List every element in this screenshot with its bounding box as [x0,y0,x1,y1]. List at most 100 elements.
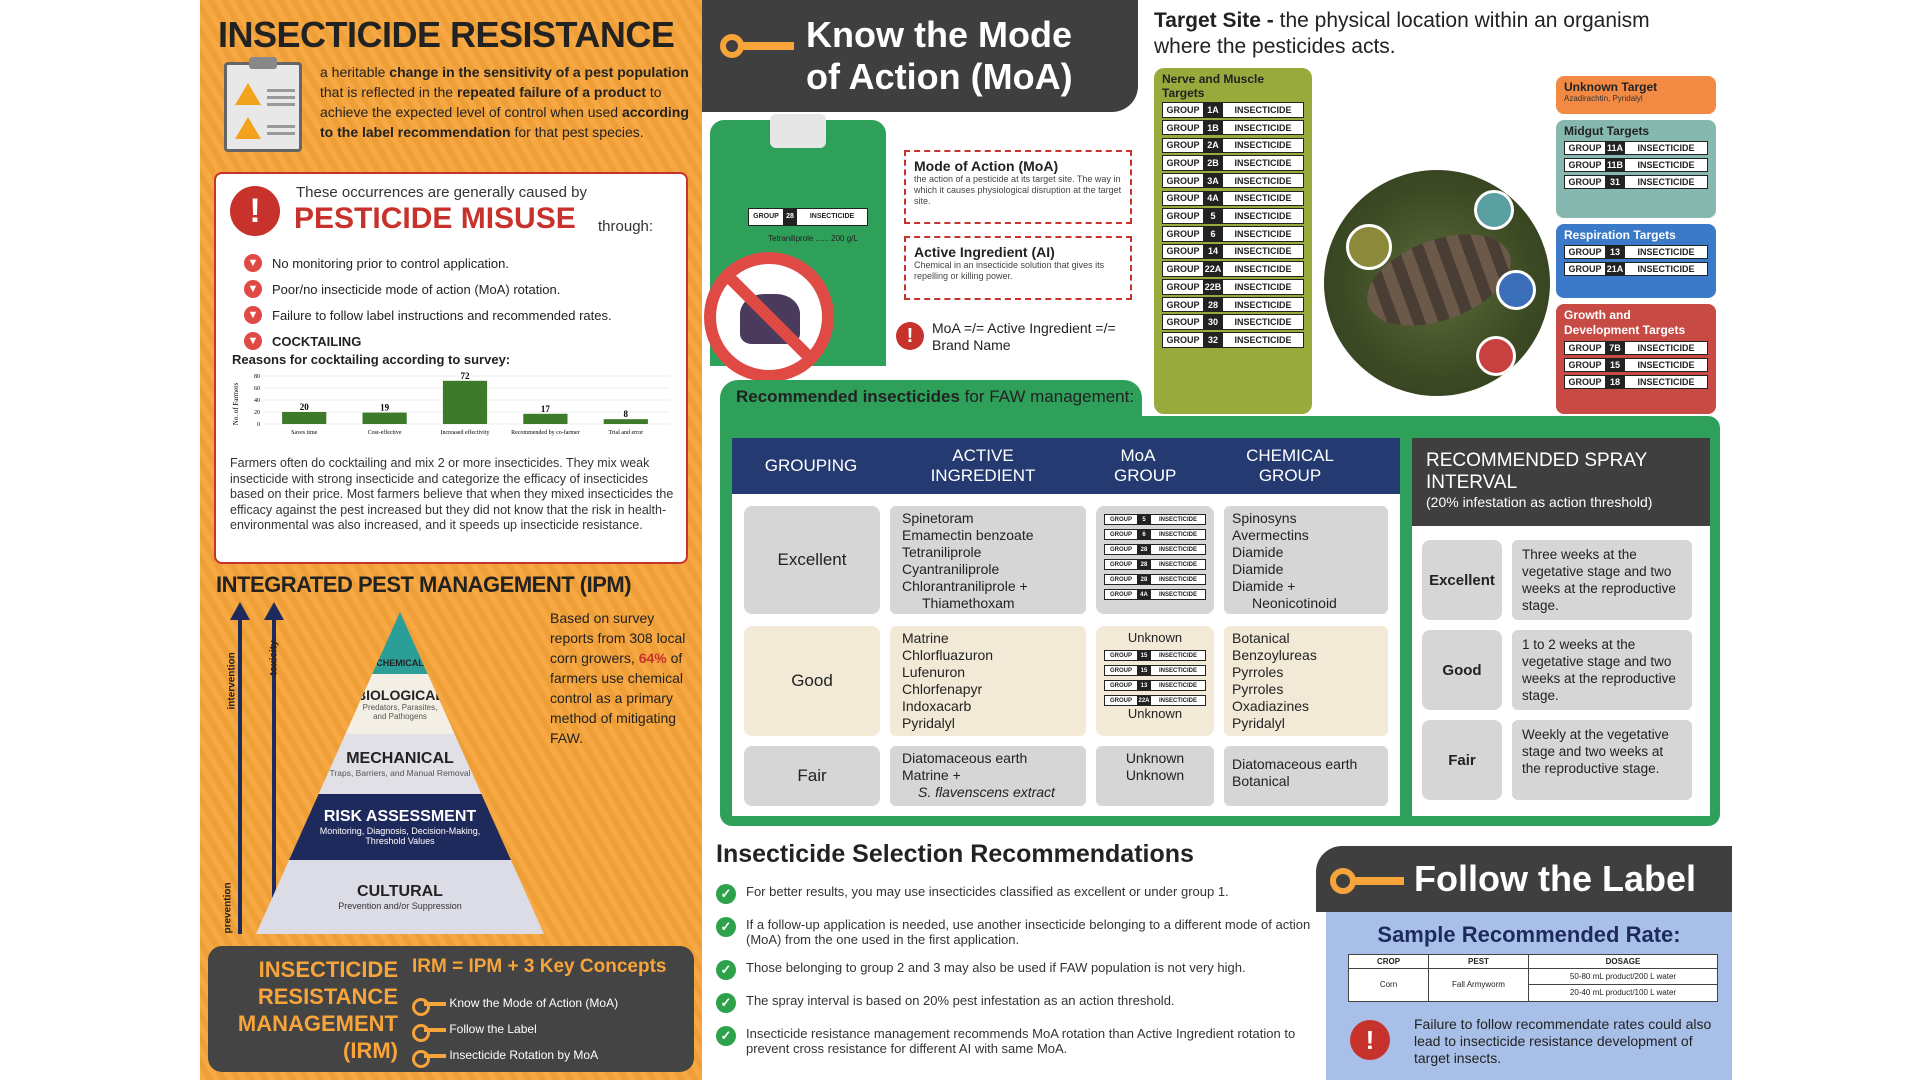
spray-text-excellent: Three weeks at the vegetative stage and … [1512,540,1692,620]
group-badge: GROUP 14 INSECTICIDE [1162,243,1304,260]
clipboard-icon [224,57,302,152]
moa-unknown: Unknown [1127,630,1183,645]
grade-fair: Fair [744,746,880,806]
y-tick-label: 60 [254,386,260,392]
chem-fair: Diatomaceous earth Botanical [1224,746,1388,806]
moa-group-badge: GROUP 6 INSECTICIDE [1104,529,1206,540]
group-badge: GROUP 4A INSECTICIDE [1162,190,1304,207]
group-badge: GROUP 3A INSECTICIDE [1162,172,1304,189]
spray-grade-excellent: Excellent [1422,540,1502,620]
x-tick-label: Recommended by co-farmer [511,429,580,436]
col-active-ingredient: ACTIVE INGREDIENT [930,446,1036,485]
bar [603,419,648,424]
x-tick-label: Cost-effective [368,429,402,436]
survey-title: Reasons for cocktailing according to sur… [232,352,511,367]
misuse-card: ! These occurrences are generally caused… [214,172,688,564]
moa-group-badge: GROUP 4A INSECTICIDE [1104,589,1206,600]
caterpillar-image [1324,170,1550,396]
bar-value-label: 8 [624,409,629,419]
respiration-icon [1496,270,1536,310]
irm-box: INSECTICIDE RESISTANCE MANAGEMENT (IRM) … [208,946,694,1072]
no-pest-icon [704,252,834,382]
ir-definition: a heritable change in the sensitivity of… [320,64,689,140]
group-badge: GROUP 1B INSECTICIDE [1162,119,1304,136]
unknown-target-box: Unknown Target Azadirachtin, Pyridalyl [1556,76,1716,114]
y-tick-label: 80 [254,374,260,380]
selection-item: ✓ If a follow-up application is needed, u… [716,917,1316,947]
moa-definition-box: Mode of Action (MoA) the action of a pes… [904,150,1132,224]
toxicity-arrow [264,602,284,934]
ai-excellent: Spinetoram Emamectin benzoate Tetranilipro… [890,506,1086,614]
check-icon: ✓ [716,960,736,980]
growth-targets-box: Growth and Development Targets GROUP 7B IN… [1556,304,1716,414]
ipm-survey-text: Based on survey reports from 308 local c… [550,610,686,746]
col-moa-group: MoA GROUP [1114,446,1177,485]
spray-title: RECOMMENDED SPRAY INTERVAL [1426,450,1647,493]
key-icon [412,997,446,1016]
spray-interval-table: RECOMMENDED SPRAY INTERVAL (20% infestat… [1412,438,1710,816]
group-badge: GROUP 11A INSECTICIDE [1564,141,1708,155]
misuse-item: ▼ Poor/no insecticide mode of action (MoA… [244,280,686,298]
chem-excellent: Spinosyns Avermectins Diamide Diamide Diamid… [1224,506,1388,614]
check-icon: ✓ [716,884,736,904]
thumbs-down-icon: ▼ [244,306,262,324]
misuse-item: ▼ COCKTAILING [244,332,686,350]
ai-definition-box: Active Ingredient (AI) Chemical in an in… [904,236,1132,300]
group-badge: GROUP 6 INSECTICIDE [1162,226,1304,242]
y-axis-label: No. of Farmers [232,382,240,425]
ipm-title: INTEGRATED PEST MANAGEMENT (IPM) [216,572,632,597]
spray-grade-fair: Fair [1422,720,1502,800]
ir-title: INSECTICIDE RESISTANCE [218,14,675,55]
moa-group-badge: GROUP 13 INSECTICIDE [1104,680,1206,691]
irm-item: Follow the Label [412,1016,618,1042]
moa-unknown: Unknown [1127,706,1183,721]
irm-equation: IRM = IPM + 3 Key Concepts [412,956,667,977]
group-badge: GROUP 32 INSECTICIDE [1162,332,1304,348]
label-panel: Sample Recommended Rate: CROP PEST DOSAG… [1326,912,1732,1080]
midgut-icon [1474,190,1514,230]
group-badge: GROUP 2B INSECTICIDE [1162,155,1304,171]
misuse-item: ▼ Failure to follow label instructions an… [244,306,686,324]
rate-title: Sample Recommended Rate: [1377,922,1681,947]
moa-note: MoA =/= Active Ingredient =/= Brand Name [932,320,1116,353]
group-badge: GROUP 31 INSECTICIDE [1564,175,1708,189]
check-icon: ✓ [716,993,736,1013]
misuse-through: through: [598,218,654,235]
insecticide-bottle: GROUP 28 INSECTICIDE Tetraniliprole ....… [704,114,886,382]
nerve-icon [1346,224,1392,270]
prevention-label: prevention [222,882,234,934]
left-panel: INSECTICIDE RESISTANCE a heritable chang… [200,0,702,1080]
pyramid-cultural: CULTURAL Prevention and/or Suppression [256,860,544,934]
alert-icon: ! [1350,1020,1390,1060]
midgut-targets-box: Midgut Targets GROUP 11A INSECTICIDE GROUP 1… [1556,120,1716,218]
spray-text-fair: Weekly at the vegetative stage and two w… [1512,720,1692,800]
moa-group-badge: GROUP 28 INSECTICIDE [1104,544,1206,555]
moa-group-badge: GROUP 5 INSECTICIDE [1104,514,1206,525]
spray-text-good: 1 to 2 weeks at the vegetative stage and… [1512,630,1692,710]
moa-fair: Unknown Unknown [1096,746,1214,806]
pyramid-mechanical: MECHANICAL Traps, Barriers, and Manual R… [256,734,544,794]
bar-value-label: 20 [300,402,310,412]
bar-value-label: 72 [461,372,471,381]
col-grouping: GROUPING [764,456,858,475]
x-tick-label: Increased effectivity [440,429,489,436]
key-icon [412,1049,446,1068]
group-badge: GROUP 13 INSECTICIDE [1564,245,1708,259]
grade-excellent: Excellent [744,506,880,614]
key-icon [720,34,794,58]
group-badge: GROUP 1A INSECTICIDE [1162,102,1304,118]
moa-good: Unknown GROUP 15 INSECTICIDE GROUP 15 INSECTIC… [1096,626,1214,736]
col-chemical-group: CHEMICAL GROUP [1246,446,1334,485]
key-icon [412,1023,446,1042]
respiration-targets-box: Respiration Targets GROUP 13 INSECTICIDE GR… [1556,224,1716,298]
group-badge: GROUP 15 INSECTICIDE [1564,358,1708,372]
target-title: Target Site - the physical location with… [1154,9,1650,58]
selection-list: ✓ For better results, you may use insecti… [716,884,1316,1069]
moa-group-badge: GROUP 15 INSECTICIDE [1104,665,1206,676]
moa-header: Know the Mode of Action (MoA) [702,0,1138,112]
spray-sub: (20% infestation as action threshold) [1426,494,1653,510]
moa-group-badge: GROUP 15 INSECTICIDE [1104,650,1206,661]
irm-item: Know the Mode of Action (MoA) [412,990,618,1016]
alert-icon: ! [230,186,280,236]
key-icon [1330,868,1404,894]
